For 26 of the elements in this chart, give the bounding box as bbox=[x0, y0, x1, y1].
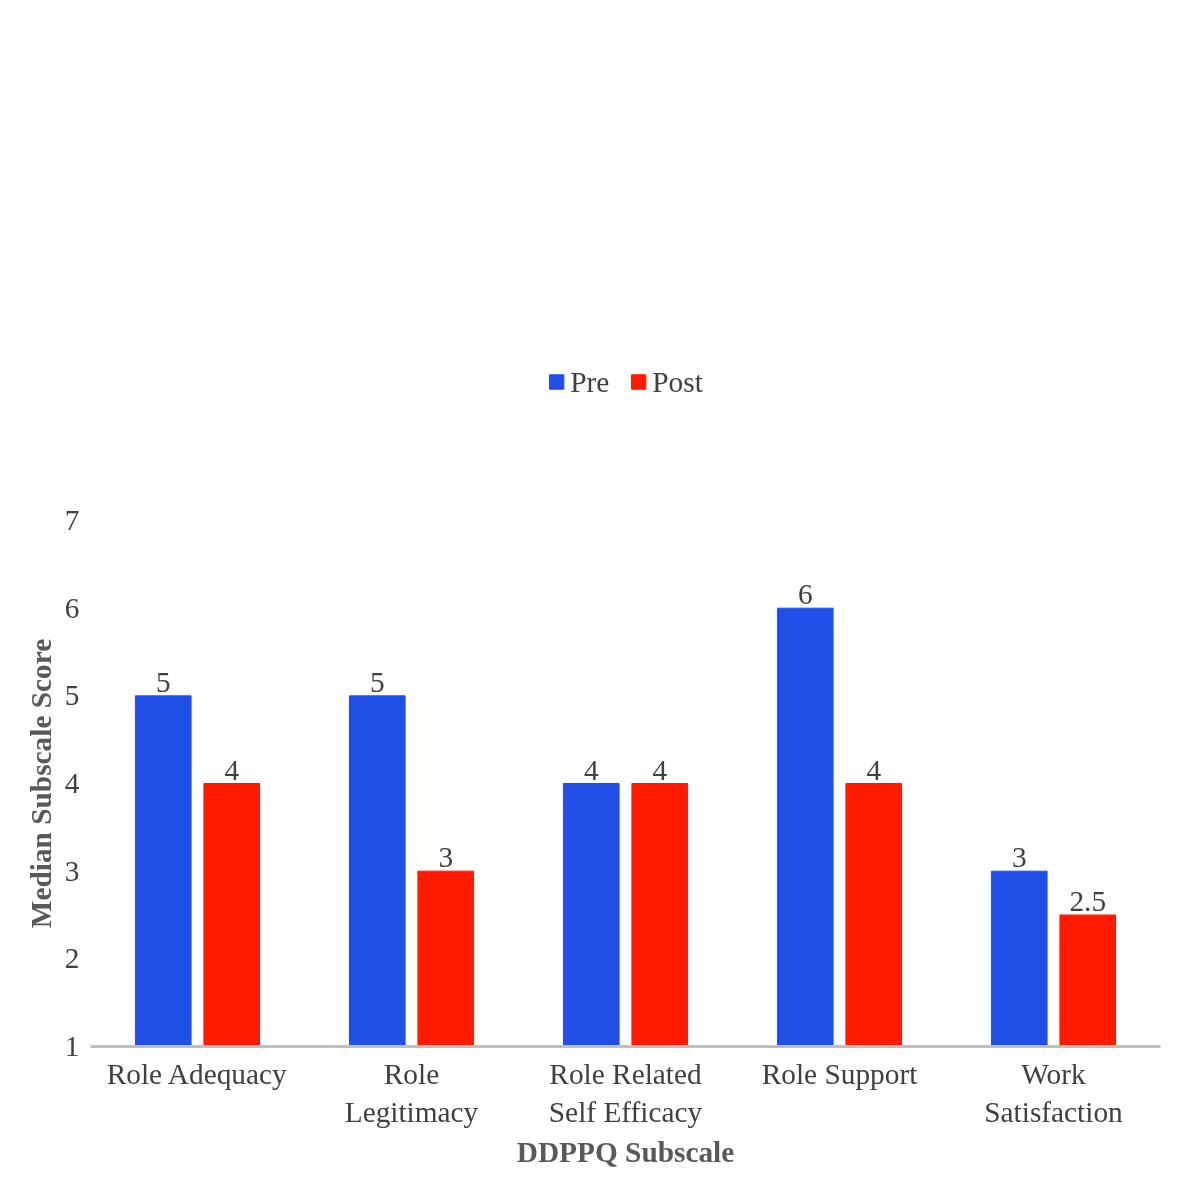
y-tick-label: 6 bbox=[64, 591, 80, 624]
y-tick-label: 1 bbox=[64, 1030, 80, 1062]
data-label: 6 bbox=[797, 578, 813, 611]
x-tick-label: Role Adequacy bbox=[106, 1057, 288, 1090]
x-axis-title: DDPPQ Subscale bbox=[516, 1135, 735, 1168]
data-label: 3 bbox=[1011, 841, 1027, 874]
y-tick-label: 5 bbox=[64, 679, 80, 712]
data-label: 5 bbox=[155, 665, 171, 698]
y-tick-label: 3 bbox=[64, 854, 80, 887]
legend-label: Post bbox=[652, 365, 703, 399]
x-tick-label: Work Satisfaction bbox=[984, 1057, 1124, 1128]
data-label: 4 bbox=[866, 753, 882, 786]
data-label: 4 bbox=[224, 753, 240, 786]
y-tick-label: 4 bbox=[64, 767, 80, 799]
x-tick-label: Role Related Self Efficacy bbox=[548, 1057, 703, 1128]
data-label: 4 bbox=[652, 753, 668, 786]
x-tick-label: Role Legitimacy bbox=[344, 1057, 479, 1128]
y-axis-title: Median Subscale Score bbox=[24, 638, 57, 929]
y-tick-label: 7 bbox=[64, 504, 80, 536]
y-tick-label: 2 bbox=[64, 942, 80, 975]
legend-label: Pre bbox=[570, 365, 610, 399]
data-label: 3 bbox=[438, 841, 454, 874]
data-label: 4 bbox=[583, 753, 599, 786]
x-tick-label: Role Support bbox=[761, 1057, 918, 1090]
data-label: 5 bbox=[369, 665, 385, 698]
data-label: 2.5 bbox=[1069, 885, 1107, 917]
